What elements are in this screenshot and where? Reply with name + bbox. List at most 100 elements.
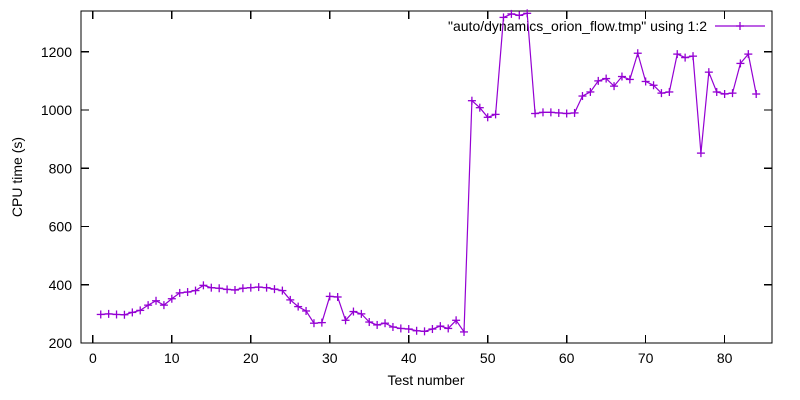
legend-sample-line — [715, 22, 765, 30]
data-point-marker — [309, 319, 318, 328]
x-tick-label: 30 — [322, 350, 338, 366]
data-point-marker — [617, 72, 626, 81]
y-tick-label: 600 — [49, 219, 73, 235]
data-point-marker — [270, 285, 279, 294]
data-point-marker — [191, 286, 200, 295]
data-point-marker — [215, 284, 224, 293]
data-point-marker — [167, 294, 176, 303]
data-point-marker — [665, 87, 674, 96]
data-point-marker — [444, 324, 453, 333]
data-point-marker — [357, 309, 366, 318]
data-point-marker — [696, 149, 705, 158]
data-point-marker — [657, 89, 666, 98]
data-point-marker — [199, 281, 208, 290]
x-tick-label: 60 — [559, 350, 575, 366]
data-point-marker — [262, 283, 271, 292]
data-point-marker — [546, 108, 555, 117]
data-point-marker — [436, 322, 445, 331]
data-point-marker — [144, 301, 153, 310]
data-point-marker — [286, 295, 295, 304]
y-tick-label: 800 — [49, 160, 73, 176]
x-tick-label: 20 — [243, 350, 259, 366]
data-point-marker — [752, 90, 761, 98]
data-point-marker — [381, 319, 390, 328]
data-point-marker — [744, 50, 753, 59]
data-point-marker — [538, 108, 547, 117]
data-point-marker — [578, 92, 587, 101]
y-tick-label: 1200 — [41, 44, 72, 60]
data-point-marker — [120, 310, 129, 319]
data-point-marker — [460, 327, 469, 336]
data-point-marker — [373, 320, 382, 329]
data-point-marker — [499, 13, 508, 22]
data-point-marker — [475, 103, 484, 112]
data-point-marker — [562, 109, 571, 118]
data-point-marker — [570, 108, 579, 117]
data-point-marker — [681, 53, 690, 62]
data-point-marker — [483, 113, 492, 122]
data-point-marker — [223, 285, 232, 294]
data-point-marker — [96, 310, 105, 319]
y-axis: 200 400 600 800 1000 1200 — [41, 44, 772, 351]
data-point-marker — [467, 96, 476, 105]
data-point-marker — [349, 307, 358, 316]
y-tick-label: 400 — [49, 277, 73, 293]
data-point-marker — [554, 108, 563, 117]
data-point-marker — [420, 327, 429, 336]
x-axis: 0 10 20 30 40 50 60 70 80 — [89, 11, 733, 366]
data-point-marker — [112, 310, 121, 319]
data-point-marker — [365, 318, 374, 327]
data-point-marker — [128, 308, 137, 317]
data-point-marker — [720, 90, 729, 98]
data-point-marker — [507, 9, 516, 18]
data-point-marker — [136, 306, 145, 315]
data-point-marker — [610, 82, 619, 91]
data-point-marker — [404, 325, 413, 334]
x-tick-label: 80 — [717, 350, 733, 366]
data-point-marker — [491, 110, 500, 119]
data-point-marker — [302, 306, 311, 315]
x-tick-label: 50 — [480, 350, 496, 366]
data-point-marker — [736, 59, 745, 68]
data-point-marker — [104, 309, 113, 318]
data-point-marker — [452, 316, 461, 325]
data-point-marker — [515, 11, 524, 20]
data-point-marker — [728, 89, 737, 98]
data-point-marker — [317, 318, 326, 327]
data-point-marker — [246, 283, 255, 292]
x-axis-label: Test number — [387, 372, 464, 388]
y-axis-label: CPU time (s) — [9, 137, 25, 217]
data-point-marker — [712, 87, 721, 96]
data-point-marker — [278, 286, 287, 295]
y-tick-label: 1000 — [41, 102, 72, 118]
data-point-marker — [594, 76, 603, 85]
x-tick-label: 0 — [89, 350, 97, 366]
data-point-marker — [428, 325, 437, 334]
data-point-marker — [396, 324, 405, 333]
data-point-marker — [294, 302, 303, 311]
y-tick-label: 200 — [49, 335, 73, 351]
data-point-marker — [673, 50, 682, 59]
data-point-marker — [238, 284, 247, 293]
data-point-marker — [230, 285, 239, 294]
data-point-marker — [388, 322, 397, 331]
x-tick-label: 70 — [638, 350, 654, 366]
data-point-marker — [152, 296, 161, 305]
data-point-marker — [523, 9, 532, 18]
data-point-marker — [254, 283, 263, 292]
x-tick-label: 40 — [401, 350, 417, 366]
data-point-marker — [333, 292, 342, 301]
legend: "auto/dynamics_orion_flow.tmp" using 1:2 — [448, 18, 765, 34]
data-point-marker — [602, 74, 611, 83]
data-point-marker — [649, 81, 658, 90]
data-point-marker — [704, 68, 713, 77]
data-point-marker — [586, 87, 595, 96]
data-point-marker — [633, 49, 642, 58]
plot-frame — [80, 10, 773, 344]
data-point-marker — [641, 77, 650, 86]
x-tick-label: 10 — [164, 350, 180, 366]
data-point-marker — [183, 288, 192, 297]
data-point-marker — [207, 283, 216, 292]
